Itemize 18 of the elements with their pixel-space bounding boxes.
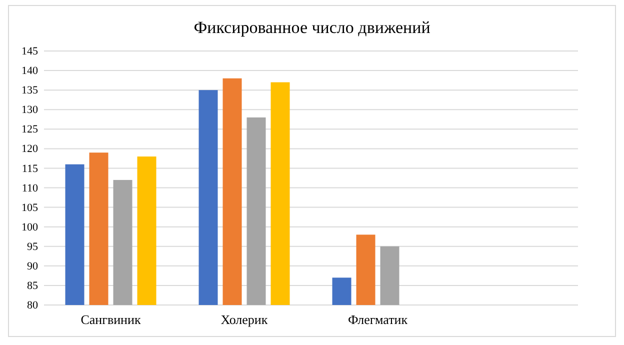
y-tick-label: 90 bbox=[27, 260, 38, 272]
x-tick-label: Холерик bbox=[220, 312, 268, 328]
y-tick-label: 80 bbox=[27, 300, 38, 312]
y-tick-label: 140 bbox=[22, 65, 38, 78]
y-tick-label: 100 bbox=[22, 221, 38, 234]
x-tick-label: Сангвиник bbox=[80, 312, 142, 328]
y-tick-label: 125 bbox=[22, 124, 38, 136]
y-tick-label: 135 bbox=[22, 84, 38, 97]
y-tick-label: 120 bbox=[22, 143, 38, 156]
y-tick-label: 85 bbox=[27, 280, 38, 292]
chart-title: Фиксированное число движений bbox=[194, 18, 430, 37]
y-tick-label: 105 bbox=[22, 202, 38, 214]
y-tick-label: 130 bbox=[22, 104, 38, 116]
y-tick-label: 145 bbox=[22, 46, 38, 58]
y-tick-label: 115 bbox=[22, 162, 38, 175]
y-tick-label: 110 bbox=[22, 182, 38, 194]
x-tick-label: Флегматик bbox=[348, 312, 408, 328]
y-tick-label: 95 bbox=[27, 240, 38, 253]
